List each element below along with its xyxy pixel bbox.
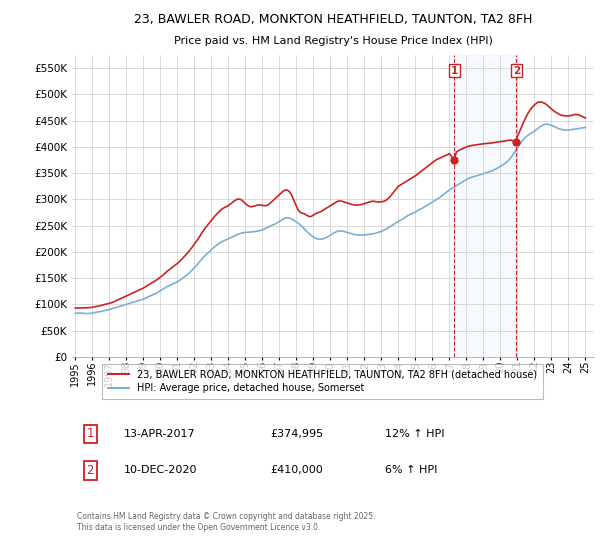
Text: 13-APR-2017: 13-APR-2017 — [124, 429, 196, 439]
Text: 6% ↑ HPI: 6% ↑ HPI — [385, 465, 437, 475]
Bar — [454, 55, 517, 357]
Text: 23, BAWLER ROAD, MONKTON HEATHFIELD, TAUNTON, TA2 8FH: 23, BAWLER ROAD, MONKTON HEATHFIELD, TAU… — [134, 13, 532, 26]
Text: Contains HM Land Registry data © Crown copyright and database right 2025.
This d: Contains HM Land Registry data © Crown c… — [77, 512, 376, 532]
Legend: 23, BAWLER ROAD, MONKTON HEATHFIELD, TAUNTON, TA2 8FH (detached house), HPI: Ave: 23, BAWLER ROAD, MONKTON HEATHFIELD, TAU… — [102, 364, 543, 399]
Text: 10-DEC-2020: 10-DEC-2020 — [124, 465, 198, 475]
Text: £374,995: £374,995 — [271, 429, 323, 439]
Text: 2: 2 — [513, 66, 520, 76]
Text: 1: 1 — [451, 66, 458, 76]
Text: 1: 1 — [86, 427, 94, 440]
Text: Price paid vs. HM Land Registry's House Price Index (HPI): Price paid vs. HM Land Registry's House … — [173, 36, 493, 46]
Text: 2: 2 — [86, 464, 94, 477]
Text: 12% ↑ HPI: 12% ↑ HPI — [385, 429, 445, 439]
Text: £410,000: £410,000 — [271, 465, 323, 475]
